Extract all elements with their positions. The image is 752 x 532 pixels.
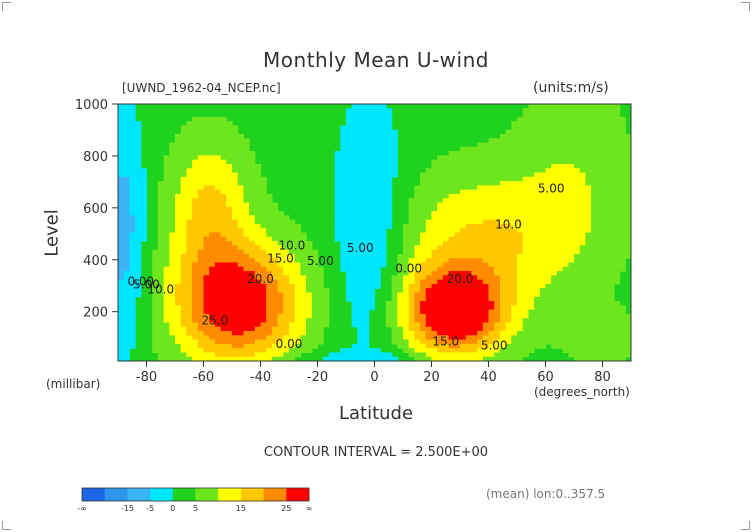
contour-interval: CONTOUR INTERVAL = 2.500E+00 [263, 445, 489, 460]
x-tick-label: 0 [370, 370, 378, 385]
contour-label: 0.00 [276, 337, 303, 351]
x-tick-label: 80 [594, 370, 611, 385]
contour-label: 25.0 [202, 314, 229, 328]
contour-label: 5.00 [347, 241, 374, 255]
legend-swatch [104, 488, 128, 501]
legend-tick-label: 5 [193, 504, 198, 513]
y-axis-units: (millibar) [46, 377, 101, 391]
corner-mark [741, 2, 750, 11]
legend-tick-label: ∞ [306, 504, 313, 513]
contour-label: 20.0 [247, 272, 274, 286]
footnote: (mean) lon:0..357.5 [486, 487, 606, 501]
axes: -80 -60 -40 -20 0 20 40 60 80 200 400 600 800 1000 [75, 98, 632, 385]
units-label: (units:m/s) [533, 80, 609, 96]
legend-tick-label: 25 [281, 504, 291, 513]
corner-mark [741, 521, 750, 530]
legend-swatch [82, 488, 105, 501]
contour-label: 0.00 [127, 275, 154, 289]
contour-label: 5.00 [538, 181, 565, 195]
legend-tick-label: 0 [170, 504, 175, 513]
y-tick-label: 1000 [75, 98, 108, 113]
dataset-label: [UWND_1962-04_NCEP.nc] [122, 81, 281, 95]
legend-swatch [286, 488, 310, 501]
contour-label: 5.00 [133, 277, 160, 291]
legend-swatch [218, 488, 242, 501]
x-axis-title: Latitude [338, 403, 414, 424]
x-tick-label: 20 [423, 370, 440, 385]
y-axis-title: Level [41, 209, 63, 257]
contour-label: 20.0 [447, 272, 474, 286]
legend-swatch [263, 488, 287, 501]
legend-tick-label: -5 [146, 504, 154, 513]
x-tick-label: 60 [537, 370, 554, 385]
x-axis-units: (degrees_north) [534, 385, 630, 399]
legend-tick-label: 15 [236, 504, 246, 513]
contour-label: 15.0 [432, 334, 459, 348]
contour-label: 0.00 [395, 262, 422, 276]
y-tick-label: 800 [83, 150, 108, 165]
legend-swatch [240, 488, 264, 501]
contour-label: 15.0 [267, 251, 294, 265]
contour-labels: 25.020.015.010.05.0010.05.000.000.005.00… [127, 181, 564, 352]
x-tick-label: -40 [250, 370, 271, 385]
x-tick-label: -80 [136, 370, 157, 385]
x-tick-label: 40 [480, 370, 497, 385]
x-tick-label: -20 [307, 370, 328, 385]
chart-title: Monthly Mean U-wind [263, 48, 489, 72]
y-tick-label: 400 [83, 254, 108, 269]
legend-swatch [150, 488, 174, 501]
corner-mark [2, 2, 11, 11]
contour-label: 10.0 [278, 238, 305, 252]
wind-field [118, 104, 631, 361]
contour-label: 10.0 [147, 283, 174, 297]
color-legend: -∞ -15 -5 0 5 15 25 ∞ [77, 487, 313, 513]
y-tick-label: 600 [83, 202, 108, 217]
contour-label: 10.0 [495, 218, 522, 232]
legend-swatch [195, 488, 219, 501]
legend-tick-label: -∞ [77, 504, 87, 513]
x-tick-label: -60 [193, 370, 214, 385]
legend-swatch [127, 488, 151, 501]
legend-swatch [172, 488, 196, 501]
contour-label: 5.00 [481, 338, 508, 352]
corner-mark [2, 521, 11, 530]
y-tick-label: 200 [83, 306, 108, 321]
legend-tick-label: -15 [121, 504, 134, 513]
contour-label: 5.00 [307, 254, 334, 268]
